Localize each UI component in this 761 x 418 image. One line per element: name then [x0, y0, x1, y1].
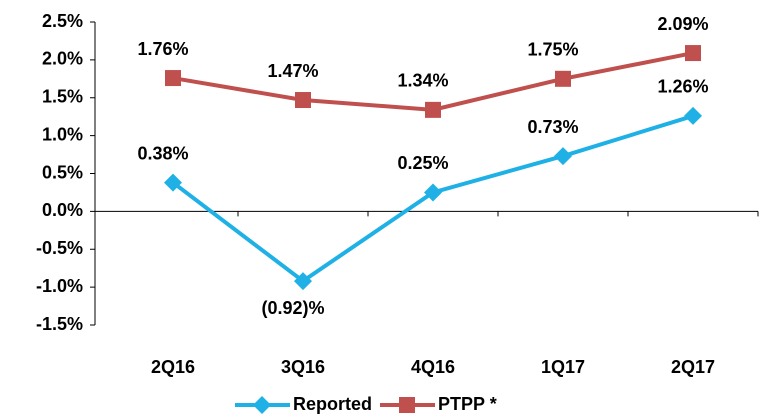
data-label: 0.73%: [527, 117, 578, 137]
data-label: 0.25%: [397, 153, 448, 173]
y-tick-label: 2.0%: [42, 49, 83, 69]
data-label: 1.47%: [267, 61, 318, 81]
x-tick-label: 4Q16: [411, 357, 455, 377]
data-point: [425, 101, 441, 118]
y-tick-label: -1.5%: [36, 314, 83, 334]
x-tick-label: 3Q16: [281, 357, 325, 377]
data-point: [554, 147, 572, 166]
data-point: [294, 272, 312, 291]
data-point: [685, 45, 701, 62]
legend-marker: [399, 397, 416, 413]
data-label: 2.09%: [657, 14, 708, 34]
y-tick-label: 2.5%: [42, 11, 83, 31]
x-tick-label: 2Q17: [671, 357, 715, 377]
data-point: [164, 173, 182, 192]
data-label: 1.26%: [657, 77, 708, 97]
y-tick-label: -1.0%: [36, 276, 83, 296]
data-point: [295, 92, 311, 109]
legend-label: PTPP *: [438, 394, 497, 414]
y-tick-label: 0.0%: [42, 200, 83, 220]
data-point: [424, 183, 442, 202]
data-label: 1.34%: [397, 71, 448, 91]
data-label: 0.38%: [137, 143, 188, 163]
data-label: (0.92)%: [261, 298, 324, 318]
data-point: [684, 106, 702, 125]
x-tick-label: 2Q16: [151, 357, 195, 377]
data-point: [165, 70, 181, 87]
legend-label: Reported: [293, 394, 372, 414]
legend-marker: [253, 396, 271, 414]
y-tick-label: 1.0%: [42, 124, 83, 144]
data-label: 1.75%: [527, 40, 578, 60]
y-tick-label: 0.5%: [42, 162, 83, 182]
y-tick-label: 1.5%: [42, 87, 83, 107]
data-point: [555, 70, 571, 87]
data-label: 1.76%: [137, 39, 188, 59]
x-tick-label: 1Q17: [541, 357, 585, 377]
y-tick-label: -0.5%: [36, 238, 83, 258]
